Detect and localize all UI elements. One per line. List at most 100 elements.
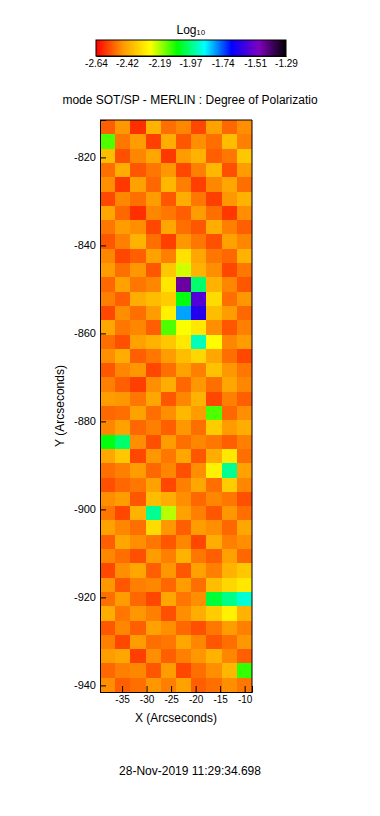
cell xyxy=(176,149,192,164)
cell xyxy=(176,449,192,464)
cell xyxy=(206,349,222,364)
cell xyxy=(115,220,131,235)
cell xyxy=(191,120,207,135)
cell xyxy=(206,306,222,321)
cell xyxy=(206,420,222,435)
cell xyxy=(222,435,238,450)
cell xyxy=(146,621,162,636)
cell xyxy=(146,578,162,593)
cell xyxy=(100,406,116,421)
cell xyxy=(115,277,131,292)
colorbar-axis-line xyxy=(97,56,287,57)
colorbar-tick: -1.51 xyxy=(244,56,267,69)
y-tick-label: -900 xyxy=(74,503,96,515)
cell xyxy=(100,678,116,692)
cell xyxy=(115,192,131,207)
cell xyxy=(222,492,238,507)
cell xyxy=(237,234,252,249)
cell xyxy=(100,606,116,621)
annotation: 28-Nov-2019 11:29:34.698 xyxy=(119,764,261,778)
cell xyxy=(115,349,131,364)
cell xyxy=(161,277,177,292)
y-tick-label: -940 xyxy=(74,679,96,691)
cell xyxy=(115,363,131,378)
cell xyxy=(146,535,162,550)
cell xyxy=(115,306,131,321)
cell xyxy=(146,377,162,392)
cell xyxy=(206,492,222,507)
cell xyxy=(100,663,116,678)
cell xyxy=(146,206,162,221)
cell xyxy=(206,363,222,378)
cell xyxy=(161,663,177,678)
cell xyxy=(206,678,222,692)
cell xyxy=(100,520,116,535)
cell xyxy=(100,649,116,664)
cell xyxy=(206,635,222,650)
cell xyxy=(191,621,207,636)
cell xyxy=(146,649,162,664)
colorbar-tick: -1.97 xyxy=(179,56,202,69)
cell xyxy=(100,635,116,650)
cell xyxy=(206,392,222,407)
cell xyxy=(161,392,177,407)
cell xyxy=(222,349,238,364)
cell xyxy=(161,149,177,164)
cell xyxy=(115,163,131,178)
cell xyxy=(222,506,238,521)
cell xyxy=(161,134,177,149)
plot-frame-right xyxy=(252,120,253,692)
cell xyxy=(146,563,162,578)
cell xyxy=(176,363,192,378)
cell xyxy=(161,177,177,192)
cell xyxy=(237,463,252,478)
cell xyxy=(176,292,192,307)
colorbar-tick-label: -1.97 xyxy=(179,58,202,69)
cell xyxy=(130,592,146,607)
cell xyxy=(237,363,252,378)
cell xyxy=(191,420,207,435)
cell xyxy=(191,363,207,378)
cell xyxy=(222,406,238,421)
cell xyxy=(176,335,192,350)
cell xyxy=(161,492,177,507)
cell xyxy=(100,134,116,149)
cell xyxy=(161,406,177,421)
cell xyxy=(222,678,238,692)
cell xyxy=(161,320,177,335)
cell xyxy=(161,478,177,493)
cell xyxy=(237,134,252,149)
cell xyxy=(115,335,131,350)
cell xyxy=(161,206,177,221)
cell xyxy=(146,220,162,235)
cell xyxy=(222,649,238,664)
cell xyxy=(222,392,238,407)
cell xyxy=(237,592,252,607)
cell xyxy=(130,420,146,435)
cell xyxy=(115,134,131,149)
cell xyxy=(222,263,238,278)
cell xyxy=(237,220,252,235)
cell xyxy=(191,678,207,692)
cell xyxy=(130,435,146,450)
cell xyxy=(115,663,131,678)
cell xyxy=(206,263,222,278)
colorbar xyxy=(96,40,286,56)
cell xyxy=(237,377,252,392)
cell xyxy=(237,663,252,678)
cell xyxy=(176,220,192,235)
y-tick: -940 xyxy=(74,679,106,691)
cell xyxy=(146,277,162,292)
cell xyxy=(191,506,207,521)
cell xyxy=(237,635,252,650)
cell xyxy=(237,306,252,321)
cell xyxy=(100,506,116,521)
cell xyxy=(100,549,116,564)
cell xyxy=(100,492,116,507)
y-tick-mark xyxy=(100,245,106,246)
cell xyxy=(130,163,146,178)
cell xyxy=(191,563,207,578)
x-tick-mark xyxy=(147,686,148,692)
cell xyxy=(130,492,146,507)
x-tick: -35 xyxy=(115,686,130,705)
